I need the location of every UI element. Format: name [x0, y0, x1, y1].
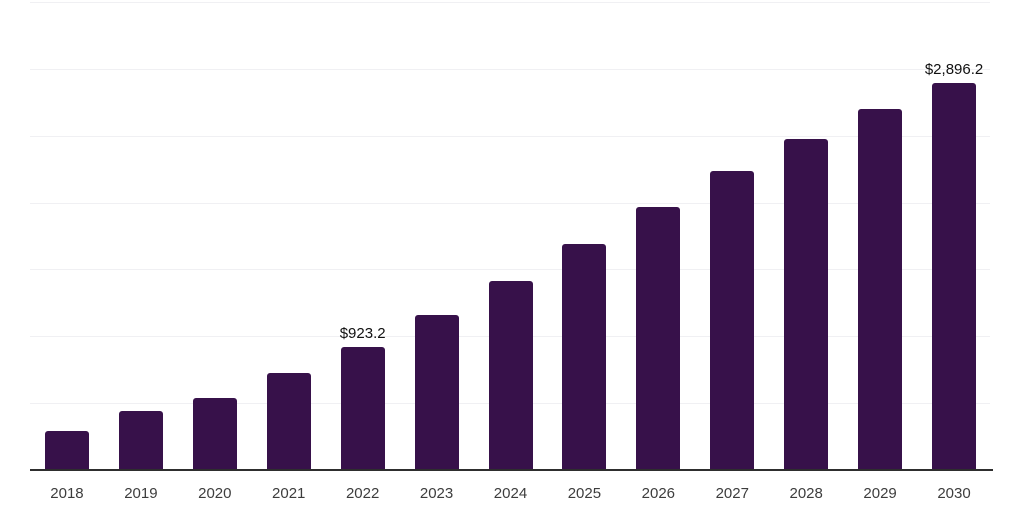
bar-2030	[932, 82, 977, 470]
value-label-2022: $923.2	[339, 324, 386, 342]
x-axis-line	[30, 469, 993, 471]
bar-2027	[710, 171, 755, 470]
bar-2022	[340, 346, 385, 470]
x-tick-label-2028: 2028	[789, 485, 823, 502]
bar-2026	[636, 207, 681, 470]
gridline	[30, 2, 990, 3]
bar-2020	[192, 398, 237, 470]
x-tick-label-2025: 2025	[567, 485, 602, 502]
x-tick-label-2027: 2027	[715, 485, 749, 502]
x-tick-label-2019: 2019	[124, 485, 158, 502]
gridline	[30, 269, 990, 271]
bar-2025	[562, 244, 607, 470]
x-tick-label-2029: 2029	[863, 485, 897, 502]
bar-2023	[414, 315, 459, 470]
bar-2018	[44, 431, 89, 470]
x-tick-label-2022: 2022	[345, 485, 380, 502]
bar-2028	[784, 138, 829, 470]
x-tick-label-2026: 2026	[641, 485, 676, 502]
bar-2024	[488, 280, 533, 470]
x-tick-label-2023: 2023	[419, 485, 454, 502]
x-tick-label-2024: 2024	[493, 485, 528, 502]
bar-2021	[266, 372, 311, 470]
x-tick-label-2018: 2018	[50, 485, 84, 502]
x-tick-label-2021: 2021	[272, 485, 306, 502]
plot-area	[30, 2, 991, 470]
gridline	[30, 135, 990, 137]
gridline	[30, 68, 990, 70]
value-label-2030: $2,896.2	[924, 60, 984, 78]
gridline	[30, 202, 990, 204]
bar-2029	[858, 108, 903, 470]
x-tick-label-2020: 2020	[198, 485, 232, 502]
x-tick-label-2030: 2030	[937, 485, 971, 502]
bar-2019	[118, 411, 163, 470]
